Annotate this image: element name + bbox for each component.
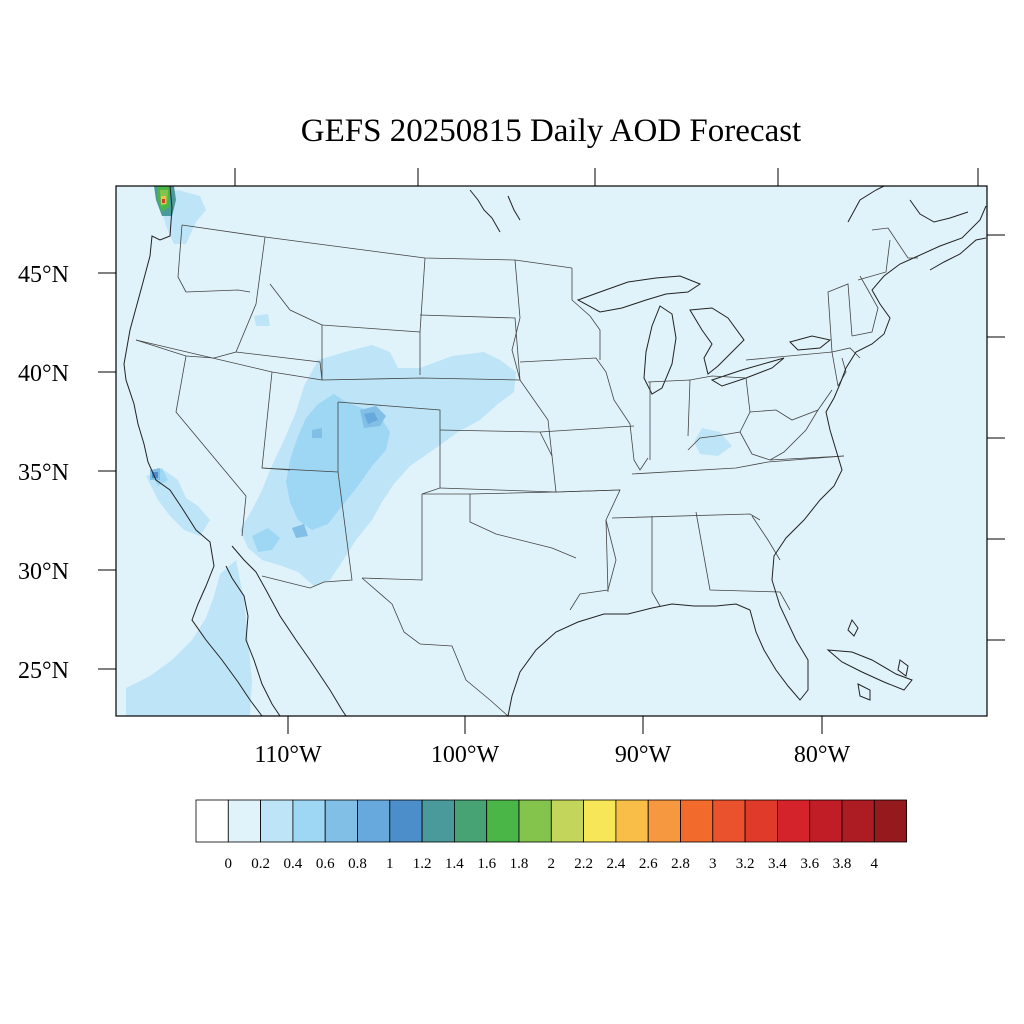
- longitude-labels: 110°W 100°W 90°W 80°W: [254, 742, 850, 768]
- colorbar-label: 1.2: [413, 856, 432, 872]
- aod-hotspots: [150, 406, 386, 538]
- colorbar-swatch: [324, 799, 358, 843]
- map-panel: [115, 185, 988, 717]
- colorbar-label: 3.2: [736, 856, 755, 872]
- colorbar-swatch: [227, 799, 262, 843]
- state-borders: [135, 224, 918, 717]
- lake-michigan: [643, 305, 677, 395]
- lake-ontario: [789, 335, 832, 351]
- colorbar-label: 0.6: [316, 856, 335, 872]
- colorbar-swatch: [550, 799, 584, 843]
- colorbar-label: 0: [225, 856, 233, 872]
- colorbar-swatch: [486, 799, 520, 843]
- colorbar-label: 2.4: [607, 856, 626, 872]
- lon-label: 80°W: [794, 742, 851, 768]
- colorbar-label: 2.8: [671, 856, 690, 872]
- colorbar-swatch: [421, 799, 455, 843]
- colorbar-swatch: [292, 799, 326, 843]
- colorbar-swatch: [389, 799, 423, 843]
- colorbar-swatch: [260, 799, 294, 843]
- colorbar-swatch: [357, 799, 391, 843]
- colorbar-label: 1.4: [445, 856, 464, 872]
- colorbar-swatch: [809, 799, 843, 843]
- great-lakes: [576, 275, 832, 395]
- colorbar-label: 4: [871, 856, 879, 872]
- lake-erie: [710, 357, 785, 387]
- map-frame: [115, 185, 988, 717]
- colorbar-label: 2: [548, 856, 556, 872]
- colorbar-swatch: [744, 799, 778, 843]
- lat-label: 35°N: [18, 460, 69, 486]
- coastline: [123, 185, 987, 717]
- colorbar-label: 0.8: [348, 856, 367, 872]
- colorbar-swatch: [195, 799, 229, 843]
- lon-label: 110°W: [254, 742, 322, 768]
- colorbar-swatch: [647, 799, 681, 843]
- islands: [826, 618, 913, 701]
- colorbar-swatch: [873, 799, 907, 843]
- colorbar-swatch: [680, 799, 714, 843]
- colorbar: 0 0.2 0.4 0.6 0.8 1 1.2 1.4 1.6 1.8 2 2.2 2.4 2.6 2.8 3…: [195, 799, 907, 872]
- colorbar-swatch: [777, 799, 811, 843]
- colorbar-swatch: [518, 799, 552, 843]
- latitude-labels: 45°N 40°N 35°N 30°N 25°N: [18, 262, 69, 684]
- lon-label: 90°W: [615, 742, 672, 768]
- lat-label: 45°N: [18, 262, 69, 288]
- lon-label: 100°W: [431, 742, 500, 768]
- colorbar-label: 2.2: [574, 856, 593, 872]
- lake-huron: [689, 307, 745, 375]
- colorbar-swatch: [453, 799, 488, 843]
- colorbar-label: 1: [386, 856, 394, 872]
- colorbar-label: 1.6: [477, 856, 496, 872]
- colorbar-label: 0.4: [284, 856, 303, 872]
- lake-superior: [576, 275, 702, 313]
- colorbar-swatch: [615, 799, 649, 843]
- map-title: GEFS 20250815 Daily AOD Forecast: [301, 113, 801, 149]
- colorbar-swatch: [712, 799, 746, 843]
- colorbar-swatch: [841, 799, 875, 843]
- lat-label: 40°N: [18, 361, 69, 387]
- colorbar-label: 0.2: [251, 856, 270, 872]
- colorbar-swatch: [583, 799, 617, 843]
- lat-label: 30°N: [18, 559, 69, 585]
- colorbar-label: 3.8: [833, 856, 852, 872]
- colorbar-label: 3.4: [768, 856, 787, 872]
- colorbar-label: 1.8: [510, 856, 529, 872]
- axis-ticks: [98, 168, 1005, 734]
- colorbar-label: 3.6: [800, 856, 819, 872]
- colorbar-label: 2.6: [639, 856, 658, 872]
- lat-label: 25°N: [18, 658, 69, 684]
- canadian-coast: [469, 185, 987, 271]
- colorbar-label: 3: [709, 856, 717, 872]
